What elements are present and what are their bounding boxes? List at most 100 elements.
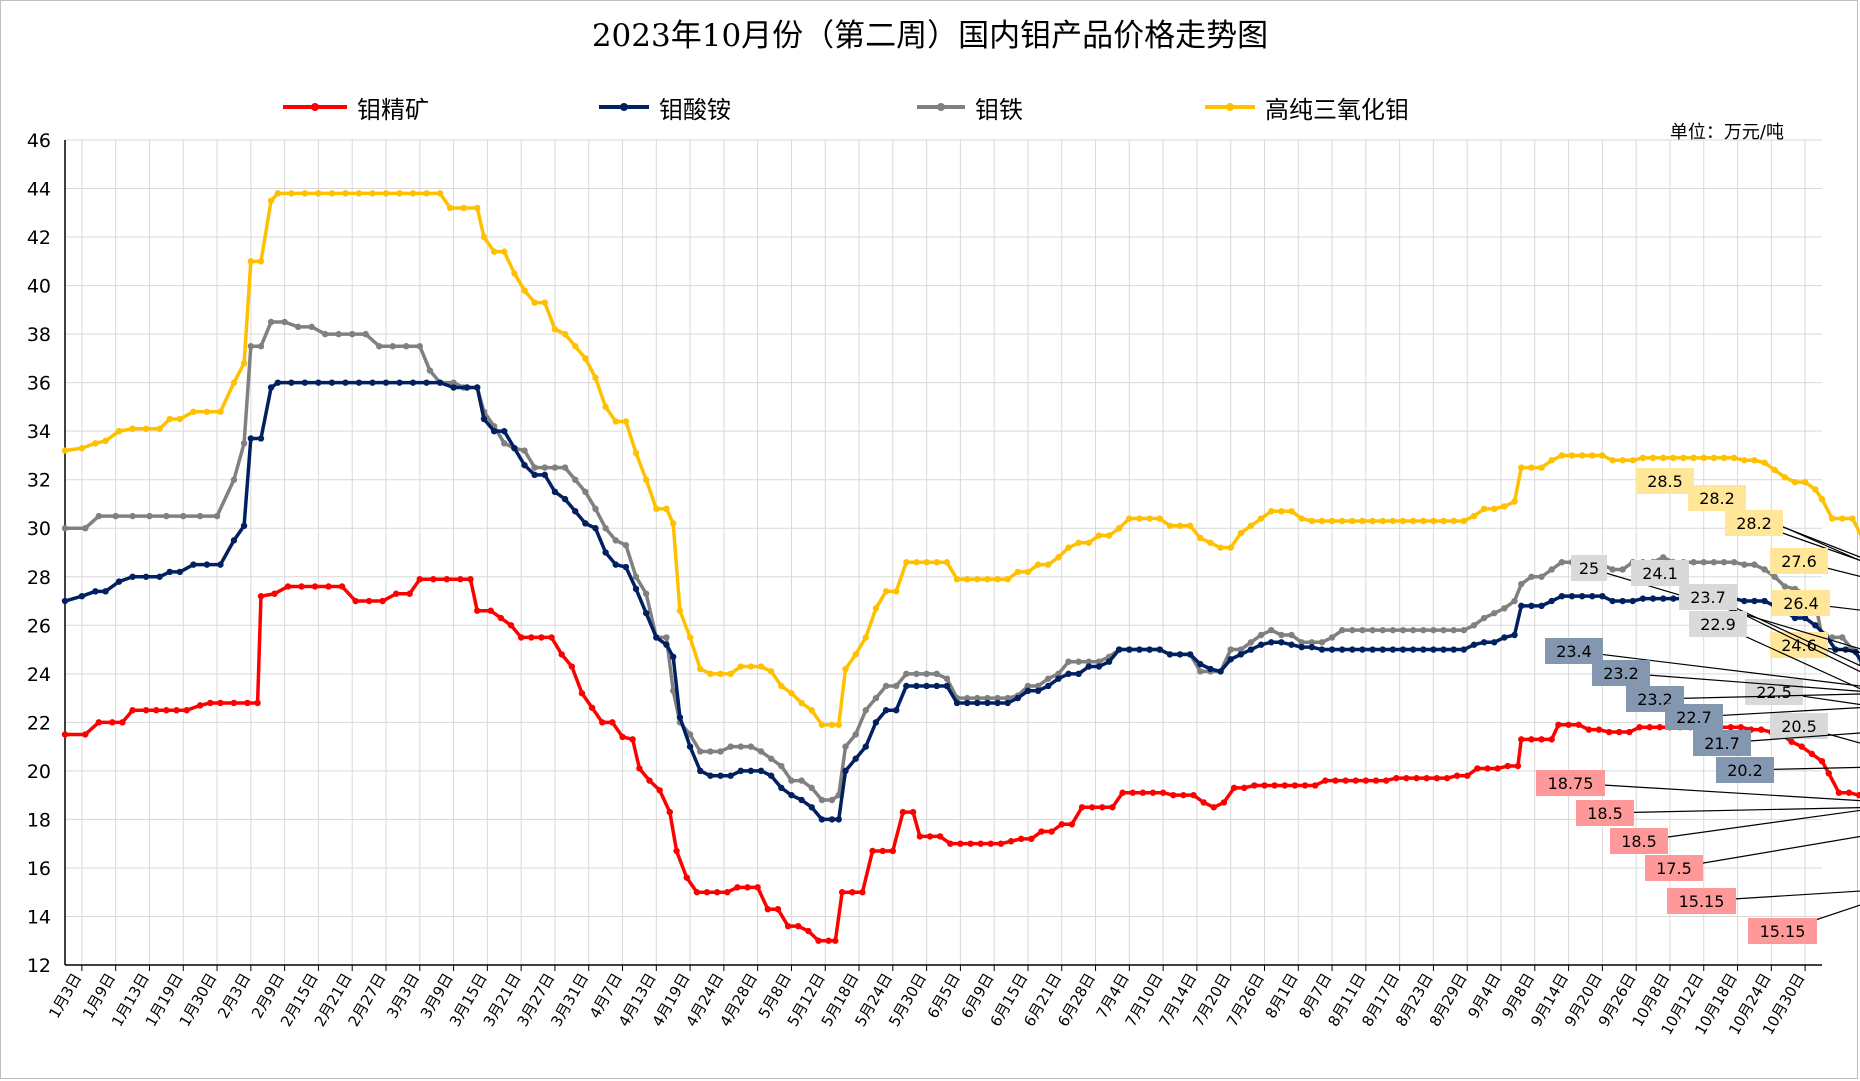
data-point [1629,597,1636,605]
data-point [1751,561,1758,568]
data-point [622,563,630,571]
data-label-box [1631,560,1689,586]
data-point [572,508,579,515]
data-point [95,512,102,520]
data-point [697,748,704,755]
data-point [612,561,619,568]
data-point [1237,651,1245,658]
data-point [541,471,548,479]
data-point [1616,728,1623,736]
data-point [1332,777,1339,784]
data-point [521,447,528,454]
data-point [240,440,248,447]
data-point [619,733,626,741]
data-point [1257,515,1265,522]
data-point [112,512,119,520]
data-point [1558,559,1566,566]
data-point [1328,634,1336,641]
data-point [889,847,897,855]
data-point [1318,646,1326,653]
data-point [1619,566,1626,573]
data-point [1460,646,1468,653]
data-point [1720,559,1728,566]
data-point [403,343,410,350]
data-point [1484,765,1491,772]
data-point [129,425,136,432]
data-point [423,379,430,386]
data-point [707,670,714,678]
data-point [1649,595,1657,602]
data-point [531,299,538,306]
data-point [558,651,565,658]
data-point [92,440,99,447]
data-point [707,772,714,779]
data-point [1741,457,1748,464]
data-point [1670,454,1677,462]
data-point [808,804,815,811]
legend-label-ferromolybdenum: 钼铁 [975,95,1023,124]
data-point [1004,699,1011,707]
data-point [1470,512,1478,520]
data-point [612,537,619,544]
data-point [923,682,930,690]
data-point [379,597,386,605]
data-point [230,476,238,483]
y-tick-label: 38 [27,324,51,346]
data-point [778,682,785,690]
data-point [1771,573,1778,580]
data-point [1558,452,1566,459]
data-point [663,641,670,648]
data-point [230,379,238,386]
data-point [328,190,336,197]
data-point [632,585,640,593]
data-point [1298,643,1305,651]
data-point [1247,522,1255,530]
data-point [1207,539,1214,546]
data-point [1186,651,1194,658]
data-point [1136,515,1143,522]
data-point [1659,554,1667,561]
data-point [1328,646,1336,653]
data-point [166,568,173,576]
data-point [727,772,734,779]
data-point [997,840,1005,847]
data-point [1369,646,1376,653]
data-point [396,190,403,197]
data-point [474,204,481,212]
data-point [490,427,498,435]
data-point [1105,658,1113,665]
data-point [551,488,559,496]
data-point [984,694,991,702]
data-label-leader [1638,809,1860,842]
data-point [1791,614,1799,622]
data-point [1423,774,1430,782]
data-point [1045,682,1052,690]
data-point [892,707,900,714]
data-label-box [1545,638,1603,664]
data-point [984,575,991,583]
data-point [882,682,890,690]
data-point [592,374,599,381]
data-point [1420,626,1427,634]
data-label-leader [1604,807,1860,814]
data-point [1399,626,1407,634]
data-point [430,575,437,583]
data-point [892,682,900,690]
data-point [1308,517,1315,525]
data-point [1409,646,1417,653]
data-point [1065,670,1072,678]
data-point [416,575,423,583]
data-point [1251,782,1258,789]
data-point [301,379,309,386]
data-point [1720,454,1728,462]
data-point [903,682,910,690]
data-point [1024,568,1032,576]
y-tick-label: 12 [27,955,51,977]
data-point [1004,575,1011,583]
data-point [501,427,508,435]
data-point [1730,454,1738,462]
data-point [642,609,650,617]
data-point [376,343,383,350]
data-point [480,415,488,423]
data-point [1166,522,1174,530]
